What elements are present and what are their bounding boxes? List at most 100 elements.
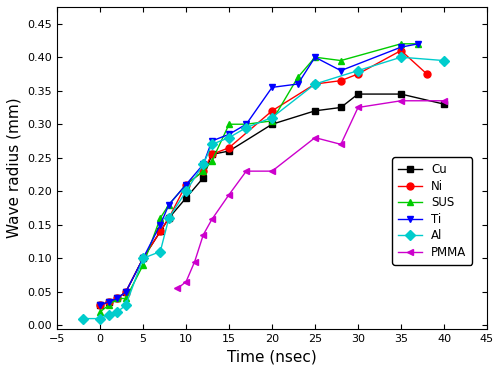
Al bbox=[269, 115, 275, 120]
Al bbox=[166, 216, 172, 220]
SUS bbox=[140, 263, 146, 267]
Cu bbox=[183, 196, 189, 200]
Line: Ti: Ti bbox=[97, 40, 422, 309]
Cu bbox=[166, 216, 172, 220]
PMMA bbox=[209, 217, 215, 221]
PMMA bbox=[243, 169, 249, 173]
Ti bbox=[106, 300, 112, 304]
Y-axis label: Wave radius (mm): Wave radius (mm) bbox=[7, 98, 22, 238]
Cu bbox=[398, 92, 404, 96]
Cu bbox=[200, 175, 206, 180]
Line: Ni: Ni bbox=[97, 47, 430, 309]
Cu bbox=[312, 109, 318, 113]
Line: SUS: SUS bbox=[97, 40, 422, 315]
Ti bbox=[398, 45, 404, 49]
Cu bbox=[114, 296, 120, 301]
SUS bbox=[157, 216, 163, 220]
Ti bbox=[200, 162, 206, 167]
Ti bbox=[243, 122, 249, 127]
Al bbox=[200, 162, 206, 167]
Al bbox=[441, 58, 447, 63]
Al bbox=[123, 303, 129, 308]
Ti bbox=[415, 42, 421, 46]
Ti bbox=[114, 296, 120, 301]
Ti bbox=[338, 68, 344, 73]
PMMA bbox=[338, 142, 344, 147]
Ni bbox=[183, 182, 189, 187]
PMMA bbox=[226, 193, 232, 197]
Ni bbox=[269, 109, 275, 113]
Al bbox=[114, 310, 120, 314]
Ni bbox=[398, 48, 404, 53]
SUS bbox=[338, 58, 344, 63]
SUS bbox=[123, 296, 129, 301]
Line: PMMA: PMMA bbox=[174, 97, 447, 292]
Al bbox=[80, 316, 86, 321]
Al bbox=[140, 256, 146, 260]
SUS bbox=[295, 75, 301, 79]
Ni bbox=[226, 145, 232, 150]
Ti bbox=[226, 132, 232, 137]
Cu bbox=[269, 122, 275, 127]
Al bbox=[312, 82, 318, 86]
Cu bbox=[338, 105, 344, 110]
Ni bbox=[97, 303, 103, 308]
Cu bbox=[157, 229, 163, 234]
SUS bbox=[183, 182, 189, 187]
Ti bbox=[97, 303, 103, 308]
Ni bbox=[338, 78, 344, 83]
Ni bbox=[123, 289, 129, 294]
Ni bbox=[106, 300, 112, 304]
Ti bbox=[140, 256, 146, 260]
Cu bbox=[441, 102, 447, 106]
Ni bbox=[140, 256, 146, 260]
Cu bbox=[140, 256, 146, 260]
Cu bbox=[209, 152, 215, 157]
Line: Cu: Cu bbox=[97, 91, 447, 309]
Al bbox=[209, 142, 215, 147]
PMMA bbox=[183, 279, 189, 284]
Ni bbox=[424, 72, 430, 76]
SUS bbox=[415, 42, 421, 46]
Al bbox=[97, 316, 103, 321]
SUS bbox=[398, 42, 404, 46]
Ti bbox=[157, 223, 163, 227]
PMMA bbox=[269, 169, 275, 173]
Ti bbox=[183, 182, 189, 187]
Al bbox=[106, 313, 112, 318]
Al bbox=[243, 125, 249, 130]
Ti bbox=[269, 85, 275, 89]
PMMA bbox=[355, 105, 361, 110]
Ni bbox=[166, 216, 172, 220]
SUS bbox=[269, 119, 275, 123]
PMMA bbox=[174, 286, 180, 290]
PMMA bbox=[200, 233, 206, 237]
Al bbox=[226, 135, 232, 140]
PMMA bbox=[192, 259, 198, 264]
Line: Al: Al bbox=[80, 54, 447, 322]
Ni bbox=[200, 169, 206, 173]
SUS bbox=[200, 169, 206, 173]
Ti bbox=[209, 139, 215, 143]
SUS bbox=[312, 55, 318, 59]
Cu bbox=[123, 289, 129, 294]
Cu bbox=[106, 300, 112, 304]
SUS bbox=[114, 296, 120, 301]
PMMA bbox=[441, 99, 447, 103]
Ti bbox=[295, 82, 301, 86]
Al bbox=[398, 55, 404, 59]
SUS bbox=[243, 122, 249, 127]
SUS bbox=[209, 159, 215, 163]
Cu bbox=[355, 92, 361, 96]
SUS bbox=[97, 310, 103, 314]
Al bbox=[183, 189, 189, 193]
Al bbox=[157, 249, 163, 254]
Cu bbox=[97, 303, 103, 308]
Legend: Cu, Ni, SUS, Ti, Al, PMMA: Cu, Ni, SUS, Ti, Al, PMMA bbox=[392, 157, 472, 265]
Ni bbox=[114, 296, 120, 301]
X-axis label: Time (nsec): Time (nsec) bbox=[227, 349, 317, 364]
Cu bbox=[226, 149, 232, 153]
SUS bbox=[106, 303, 112, 308]
Ni bbox=[209, 152, 215, 157]
PMMA bbox=[312, 135, 318, 140]
